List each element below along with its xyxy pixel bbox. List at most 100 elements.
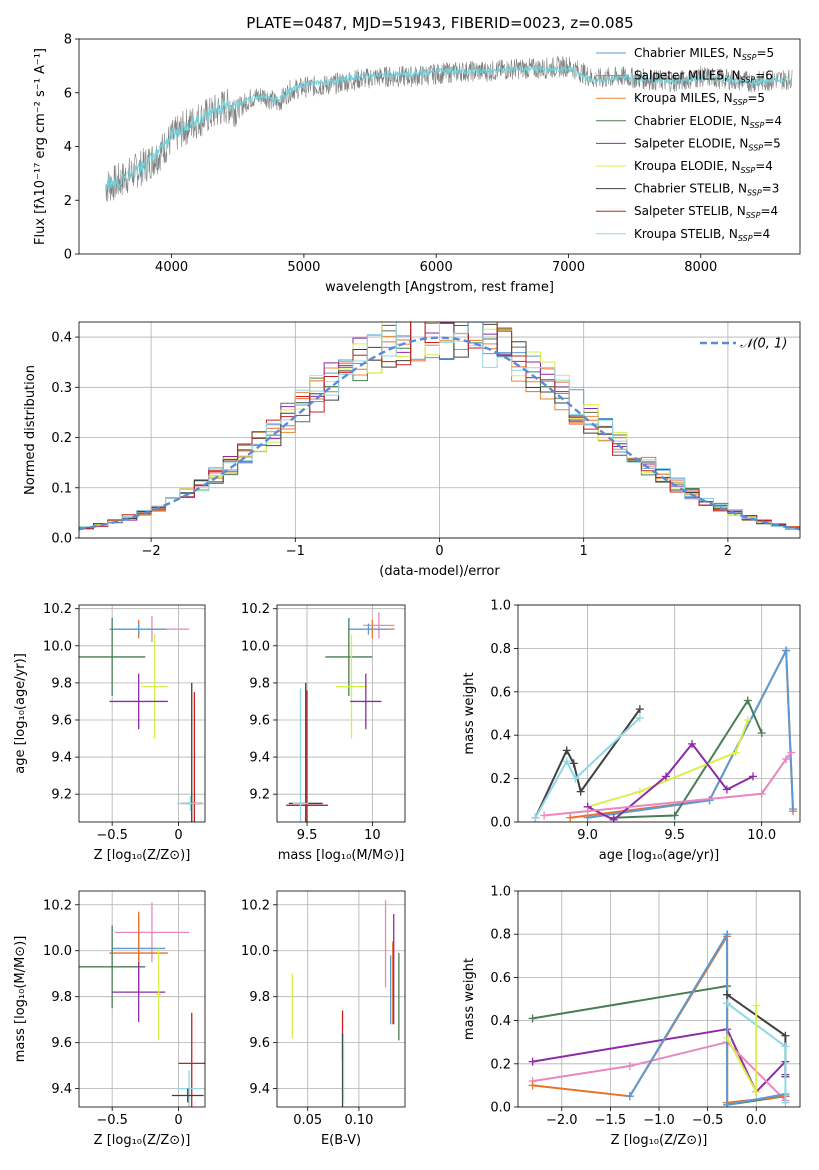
y-tick-label: 9.2 [249, 788, 270, 803]
spectrum-lines [105, 55, 793, 202]
axes-frame [276, 890, 406, 1108]
x-tick-label: 0.0 [746, 1113, 767, 1128]
x-axis-label: (data-model)/error [379, 564, 500, 579]
age-vs-mass-panel: 9.5 10 9.2 9.4 9.6 9.8 10.0 10.2 mass [log₁₀(M/M… [241, 602, 406, 863]
y-tick-label: 9.8 [51, 676, 72, 691]
x-tick-label: 9.5 [297, 828, 318, 843]
x-axis-label: mass [log₁₀(M/M⊙)] [278, 848, 405, 863]
weight-vs-metallicity-panel: −2.0 −1.5 −1.0 −0.5 0.0 0.0 0.2 0.4 0.6 0.8 1.0 Z [… [462, 885, 801, 1148]
weight-series [534, 717, 641, 819]
legend-entry-label: Chabrier MILES, NSSP=5 [634, 46, 774, 62]
y-tick-label: 0.6 [490, 971, 511, 986]
weight-point-marker [576, 787, 585, 796]
x-axis-label: E(B-V) [321, 1133, 361, 1148]
mass-vs-ebv-panel: 0.05 0.10 9.4 9.6 9.8 10.0 10.2 E(B-V) [241, 890, 406, 1148]
weight-vs-age-panel: 9.0 9.5 10.0 0.0 0.2 0.4 0.6 0.8 1.0 age [log₁₀(a… [462, 599, 801, 863]
axes-frame [517, 890, 801, 1108]
weight-lines [531, 646, 798, 822]
y-tick-label: 0.4 [490, 729, 511, 744]
x-axis-label: wavelength [Angstrom, rest frame] [325, 280, 554, 295]
y-tick-label: 9.4 [51, 1082, 72, 1097]
legend-entry-label: Chabrier ELODIE, NSSP=4 [634, 114, 782, 130]
y-tick-label: 0.8 [490, 928, 511, 943]
y-axis-label: mass weight [462, 672, 477, 754]
weight-point-marker [540, 811, 549, 820]
y-axis-label: mass weight [462, 958, 477, 1040]
weight-point-marker [635, 713, 644, 722]
weight-point-marker [752, 1087, 761, 1096]
y-tick-label: 1.0 [490, 599, 511, 614]
weight-point-marker [571, 774, 580, 783]
histogram-series [79, 322, 800, 538]
y-tick-label: 9.2 [51, 788, 72, 803]
residual-histogram-panel: −2 −1 0 1 2 0.0 0.1 0.2 0.3 0.4 (data-model)/error… [23, 321, 801, 579]
y-tick-label: 2 [64, 194, 72, 209]
y-axis-label: mass [log₁₀(M/M⊙)] [13, 936, 28, 1063]
x-tick-label: −2.0 [546, 1113, 578, 1128]
weight-point-marker [781, 1031, 790, 1040]
weight-point-marker [569, 759, 578, 768]
x-tick-label: −0.5 [692, 1113, 724, 1128]
normal-legend-label: 𝒩(0, 1) [740, 337, 787, 352]
x-tick-label: 9.5 [664, 828, 685, 843]
age-vs-metallicity-panel: −0.5 0 9.2 9.4 9.6 9.8 10.0 10.2 Z [log₁₀(Z/Z⊙)]… [13, 602, 206, 863]
mass-vs-metallicity-panel: −0.5 0 9.4 9.6 9.8 10.0 10.2 Z [log₁₀(Z/Z⊙)] mas… [13, 890, 206, 1148]
weight-point-marker [743, 696, 752, 705]
x-tick-label: 7000 [552, 260, 585, 275]
weight-point-marker [787, 748, 796, 757]
x-tick-label: 2 [724, 544, 732, 559]
y-tick-label: 8 [64, 33, 72, 48]
errorbars [79, 616, 204, 822]
spectrum-legend: Chabrier MILES, NSSP=5 Salpeter MILES, NS… [596, 46, 782, 243]
weight-point-marker [635, 787, 644, 796]
y-tick-label: 10.0 [241, 944, 270, 959]
weight-series [587, 742, 754, 821]
axes-frame [276, 604, 406, 823]
x-axis-label: Z [log₁₀(Z/Z⊙)] [94, 848, 191, 863]
histogram-steps [79, 322, 800, 538]
weight-series [613, 698, 763, 819]
y-tick-label: 0.3 [51, 381, 72, 396]
weight-point-marker [723, 930, 732, 939]
y-tick-label: 0.0 [490, 816, 511, 831]
weight-point-marker [782, 646, 791, 655]
y-tick-label: 9.8 [249, 676, 270, 691]
y-tick-label: 0.0 [51, 532, 72, 547]
y-tick-label: 0.1 [51, 481, 72, 496]
axes-frame [78, 38, 801, 255]
axes-frame [78, 890, 206, 1108]
y-tick-label: 9.4 [51, 751, 72, 766]
weight-point-marker [635, 705, 644, 714]
weight-point-marker [731, 748, 740, 757]
x-tick-label: −1.5 [595, 1113, 627, 1128]
weight-point-marker [562, 746, 571, 755]
y-tick-label: 0.2 [490, 772, 511, 787]
weight-series [726, 1005, 758, 1093]
y-tick-label: 0.4 [51, 331, 72, 346]
x-tick-label: 0 [174, 1113, 182, 1128]
axes-frame [78, 604, 206, 823]
weight-series [628, 930, 786, 1107]
legend-entry-label: Kroupa MILES, NSSP=5 [634, 91, 765, 107]
weight-point-marker [583, 807, 592, 816]
weight-point-marker [757, 789, 766, 798]
y-axis-label: Flux [fλ10⁻¹⁷ erg cm⁻² s⁻¹ A⁻¹] [33, 48, 48, 245]
weight-point-marker [723, 1033, 732, 1042]
y-axis-label: age [log₁₀(age/yr)] [13, 653, 28, 774]
weight-point-marker [531, 813, 540, 822]
legend-entry-label: Kroupa STELIB, NSSP=4 [634, 227, 770, 243]
x-tick-label: 0 [435, 544, 443, 559]
legend-entry-label: Salpeter MILES, NSSP=6 [634, 69, 773, 85]
y-tick-label: 0.2 [51, 431, 72, 446]
x-tick-label: −0.5 [96, 828, 128, 843]
y-tick-label: 1.0 [490, 885, 511, 900]
x-axis-label: Z [log₁₀(Z/Z⊙)] [94, 1133, 191, 1148]
x-tick-label: 10.0 [747, 828, 776, 843]
weight-point-marker [722, 785, 731, 794]
x-tick-label: 0.10 [344, 1113, 373, 1128]
legend-entry-label: Kroupa ELODIE, NSSP=4 [634, 159, 773, 175]
normal-curve [79, 336, 800, 531]
weight-point-marker [743, 716, 752, 725]
y-tick-label: 9.8 [51, 990, 72, 1005]
weight-point-marker [562, 757, 571, 766]
